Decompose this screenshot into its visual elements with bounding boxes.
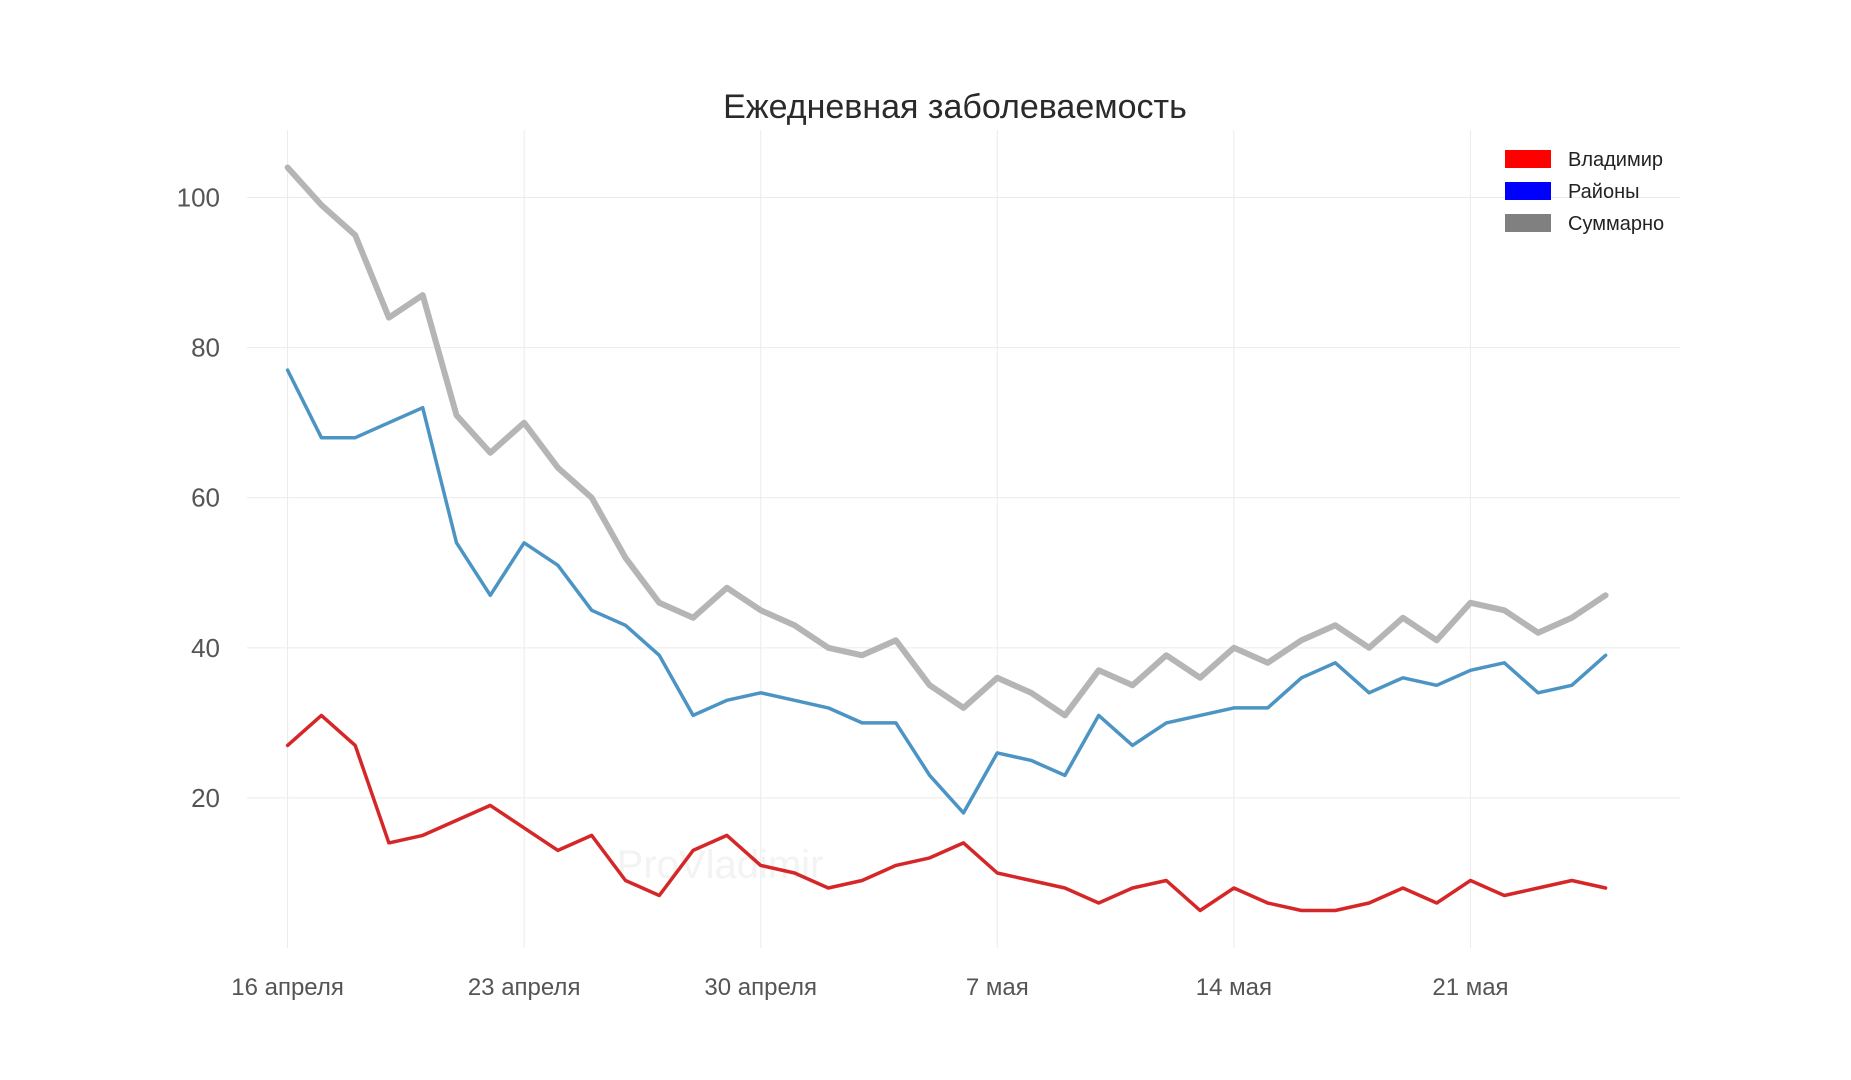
legend: Владимир Районы Суммарно [1505,149,1664,235]
series-line [285,368,1608,815]
legend-label: Районы [1568,181,1640,203]
series-lines [284,164,1609,913]
legend-swatch [1505,182,1551,200]
series-line [285,713,1608,913]
watermark: ProVladimir [617,843,824,887]
x-axis-ticks: 16 апреля 23 апреля 30 апреля 7 мая 14 мая 21… [231,974,1508,1001]
legend-swatch [1505,214,1551,232]
y-tick-label: 100 [177,183,220,213]
y-axis-ticks: 20 40 60 80 100 [177,183,220,813]
y-tick-label: 40 [191,633,220,663]
x-tick-label: 7 мая [966,974,1029,1001]
y-tick-label: 20 [191,783,220,813]
legend-label: Владимир [1568,149,1663,171]
chart-title: Ежедневная заболеваемость [723,88,1187,126]
y-tick-label: 60 [191,483,220,513]
x-tick-label: 16 апреля [231,974,344,1001]
grid [247,130,1680,948]
x-tick-label: 23 апреля [468,974,581,1001]
x-tick-label: 14 мая [1196,974,1272,1001]
y-tick-label: 80 [191,333,220,363]
legend-label: Суммарно [1568,213,1664,235]
x-tick-label: 30 апреля [704,974,817,1001]
x-tick-label: 21 мая [1432,974,1508,1001]
series-line [284,164,1609,719]
legend-swatch [1505,150,1551,168]
